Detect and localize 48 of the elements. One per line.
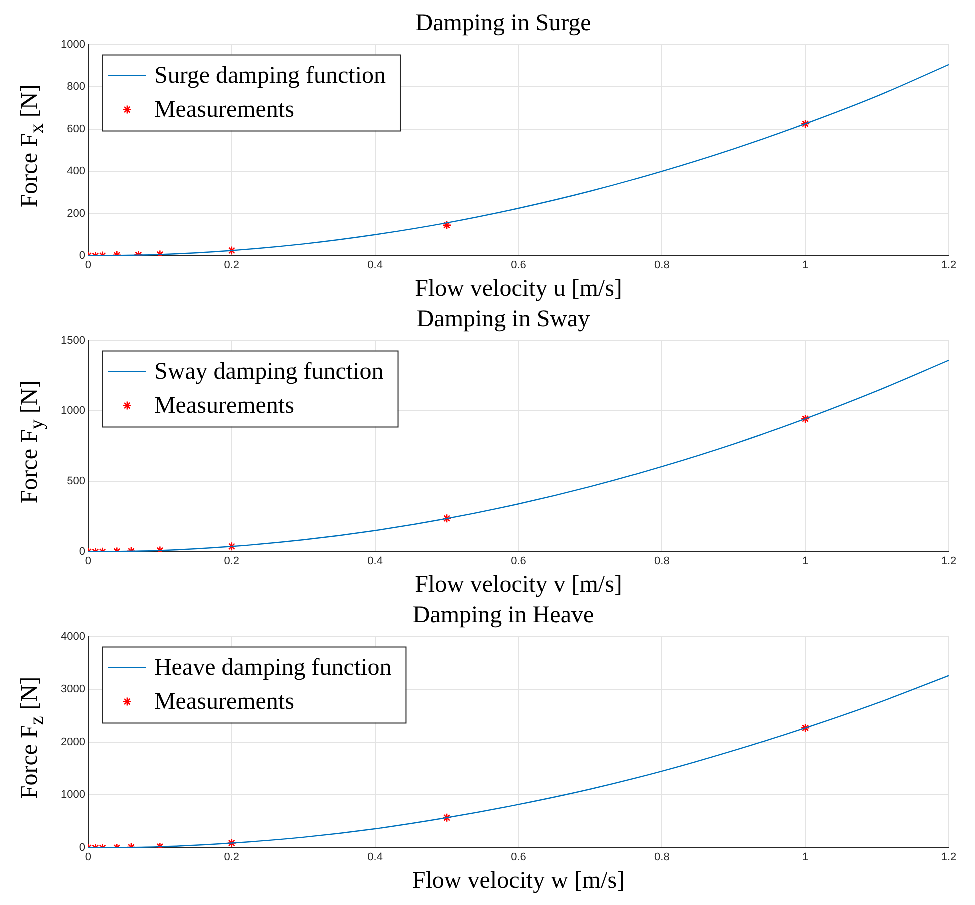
x-tick-label: 0.6: [511, 852, 526, 864]
y-tick-label: 0: [79, 250, 86, 262]
y-tick-label: 600: [67, 123, 86, 136]
y-tick-label: 2000: [60, 736, 86, 748]
y-tick-label: 500: [67, 476, 86, 488]
x-axis-title: Flow velocity v [m/s]: [415, 572, 622, 598]
point: [800, 119, 810, 129]
legend-label: Measurements: [154, 689, 294, 716]
y-tick-label: 3000: [60, 684, 86, 696]
y-tick-label: 1000: [60, 38, 86, 51]
x-tick-label: 0.8: [654, 260, 670, 272]
y-tick-label: 4000: [60, 630, 86, 643]
y-tick-label: 0: [79, 546, 86, 558]
y-tick-label: 1500: [60, 334, 86, 347]
chart-title: Damping in Sway: [416, 306, 590, 333]
legend-label: Measurements: [154, 97, 294, 124]
y-tick-label: 0: [79, 842, 86, 854]
legend-label: Surge damping function: [154, 63, 386, 90]
y-tick-label: 1000: [60, 789, 86, 802]
x-tick-label: 0.2: [224, 556, 240, 568]
x-tick-label: 1: [802, 260, 809, 272]
y-tick-label: 800: [67, 81, 86, 94]
x-tick-label: 0.4: [368, 260, 383, 272]
point: [800, 414, 810, 424]
point: [800, 723, 810, 733]
legend-label: Heave damping function: [154, 655, 392, 682]
x-tick-label: 0.6: [511, 260, 526, 272]
x-axis-title: Flow velocity w [m/s]: [412, 868, 626, 894]
x-tick-label: 1.2: [941, 852, 957, 864]
x-tick-label: 1.2: [941, 556, 957, 568]
x-tick-label: 0.4: [368, 852, 383, 864]
x-tick-label: 1: [802, 556, 809, 568]
y-tick-label: 200: [67, 208, 86, 220]
x-tick-label: 1.2: [941, 260, 957, 272]
chart-title: Damping in Surge: [416, 10, 592, 37]
x-tick-label: 0.4: [368, 556, 383, 568]
y-tick-label: 400: [67, 166, 86, 178]
x-tick-label: 0.2: [224, 852, 240, 864]
x-tick-label: 0.8: [654, 556, 670, 568]
y-tick-label: 1000: [60, 405, 86, 418]
x-tick-label: 1: [802, 852, 809, 864]
legend-label: Measurements: [154, 393, 294, 420]
x-tick-label: 0.8: [654, 852, 670, 864]
x-tick-label: 0.6: [511, 556, 526, 568]
x-axis-title: Flow velocity u [m/s]: [415, 276, 622, 302]
legend-label: Sway damping function: [154, 359, 384, 386]
chart-title: Damping in Heave: [412, 602, 594, 629]
x-tick-label: 0.2: [224, 260, 240, 272]
